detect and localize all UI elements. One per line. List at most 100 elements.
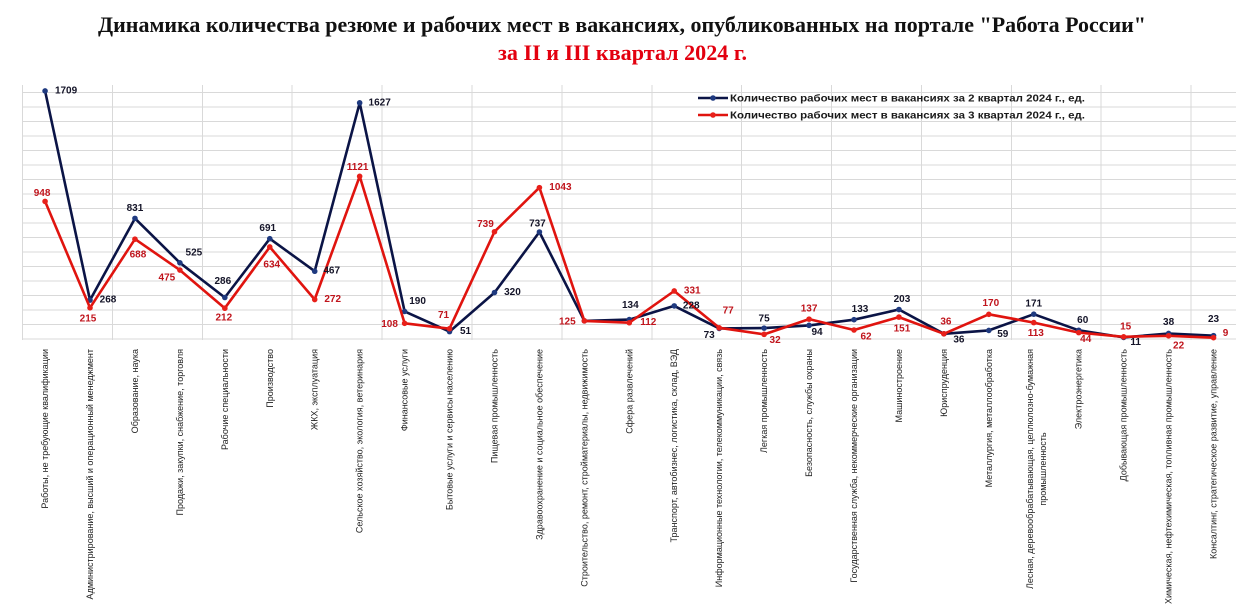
- category-label: Химическая, нефтехимическая, топливная п…: [1164, 349, 1174, 604]
- data-label-q2: 190: [409, 296, 426, 307]
- series-lines: [42, 88, 1217, 341]
- data-point-q3: [671, 288, 678, 294]
- category-label: Финансовые услуги: [400, 349, 410, 431]
- chart-subtitle: за II и III квартал 2024 г.: [498, 40, 747, 65]
- data-point-q3: [851, 327, 857, 333]
- data-point-q3: [896, 314, 902, 320]
- category-label-text: Сельское хозяйство, экология, ветеринари…: [355, 349, 365, 533]
- category-label-text: Электроэнергетика: [1074, 349, 1084, 429]
- data-label-q3: 1121: [347, 162, 369, 173]
- data-label-q3: 170: [982, 298, 999, 309]
- data-label-q3: 125: [559, 316, 576, 327]
- data-point-q3: [266, 244, 273, 250]
- data-label-q2: 320: [504, 287, 521, 298]
- data-point-q3: [132, 236, 138, 242]
- category-label-text: Продажи, закупки, снабжение, торговля: [175, 349, 185, 516]
- category-label: Работы, не требующие квалификации: [40, 349, 50, 509]
- data-label-q2: 1627: [369, 97, 392, 108]
- data-label-q3: 113: [1028, 328, 1045, 339]
- data-label-q2: 38: [1163, 317, 1175, 328]
- category-label: Пищевая промышленность: [490, 349, 500, 463]
- data-point-q3: [941, 330, 947, 337]
- legend-marker-q2: [710, 95, 716, 101]
- data-point-q2: [986, 327, 992, 334]
- category-label-text: Здравоохранение и социальное обеспечение: [534, 349, 544, 540]
- data-label-q2: 737: [529, 219, 546, 230]
- legend-item-q2: Количество рабочих мест в вакансиях за 2…: [698, 93, 1085, 105]
- series-q3: [42, 173, 1217, 341]
- data-label-q3: 1043: [549, 182, 572, 193]
- data-label-q2: 36: [953, 334, 965, 345]
- data-point-q2: [896, 306, 902, 313]
- data-label-q3: 62: [860, 332, 872, 343]
- data-label-q3: 212: [215, 313, 232, 324]
- legend-marker-q3: [710, 112, 716, 118]
- data-label-q2: 133: [852, 304, 869, 315]
- data-point-q2: [851, 316, 857, 323]
- legend-label-q3: Количество рабочих мест в вакансиях за 3…: [730, 110, 1085, 122]
- data-point-q3: [356, 173, 363, 180]
- data-label-q3: 22: [1173, 340, 1185, 351]
- data-label-q3: 77: [723, 305, 735, 316]
- data-label-q2: 467: [323, 266, 340, 277]
- category-label: Металлургия, металлообработка: [984, 349, 994, 487]
- data-label-q2: 525: [186, 247, 203, 258]
- gridlines: [22, 85, 1236, 340]
- data-point-q2: [177, 260, 183, 266]
- data-label-q3: 739: [477, 219, 494, 230]
- legend-item-q3: Количество рабочих мест в вакансиях за 3…: [698, 110, 1085, 122]
- data-label-q3: 71: [438, 310, 450, 321]
- data-point-q3: [626, 319, 633, 326]
- category-label: Машиностроение: [894, 349, 904, 422]
- data-point-q3: [87, 304, 93, 311]
- category-label: Лесная, деревообрабатывающая, целлюлозно…: [1025, 349, 1048, 589]
- data-point-q3: [1030, 319, 1037, 326]
- data-label-q3: 9: [1223, 328, 1229, 339]
- data-label-q2: 75: [759, 314, 771, 325]
- category-label: Государственная служба, некоммерческие о…: [849, 349, 859, 583]
- data-point-q3: [311, 296, 318, 303]
- category-label-text: Лесная, деревообрабатывающая, целлюлозно…: [1025, 349, 1048, 589]
- data-point-q2: [1030, 311, 1037, 317]
- category-label-text: Юриспруденция: [939, 349, 949, 417]
- data-label-q2: 171: [1025, 299, 1042, 310]
- data-point-q3: [491, 228, 498, 235]
- data-labels: 1709268831525286691467162719051320737134…: [34, 85, 1229, 351]
- category-label-text: Производство: [265, 349, 275, 408]
- data-label-q3: 272: [324, 294, 341, 305]
- category-label: Юриспруденция: [939, 349, 949, 417]
- category-label-text: Финансовые услуги: [400, 349, 410, 431]
- data-label-q3: 331: [684, 285, 701, 296]
- category-label-text: Рабочие специальности: [220, 349, 230, 450]
- category-label: Безопасность, службы охраны: [804, 349, 814, 477]
- category-label: Рабочие специальности: [220, 349, 230, 450]
- data-label-q2: 23: [1208, 314, 1220, 325]
- category-label: Информационные технологии, телекоммуника…: [714, 349, 724, 587]
- data-point-q2: [42, 88, 48, 94]
- data-label-q2: 691: [259, 223, 276, 234]
- category-label: Легкая промышленность: [759, 349, 769, 453]
- data-point-q3: [716, 325, 722, 331]
- category-label: Электроэнергетика: [1074, 349, 1084, 429]
- data-point-q2: [356, 100, 363, 106]
- data-point-q2: [311, 268, 318, 275]
- category-label: Производство: [265, 349, 275, 408]
- data-label-q3: 475: [159, 273, 176, 284]
- data-label-q2: 11: [1130, 337, 1141, 348]
- data-point-q3: [42, 198, 48, 205]
- data-point-q3: [222, 305, 228, 312]
- category-label: Строительство, ремонт, стройматериалы, н…: [579, 349, 589, 587]
- category-label-text: Металлургия, металлообработка: [984, 349, 994, 487]
- data-label-q3: 215: [80, 313, 97, 324]
- category-label-text: Государственная служба, некоммерческие о…: [849, 349, 859, 583]
- category-label: Консалтинг, стратегическое развитие, упр…: [1209, 349, 1219, 559]
- data-label-q2: 203: [894, 294, 911, 305]
- data-label-q3: 948: [34, 188, 51, 199]
- data-point-q3: [1120, 334, 1127, 340]
- data-label-q2: 286: [214, 276, 231, 287]
- category-label-text: Транспорт, автобизнес, логистика, склад,…: [669, 349, 679, 542]
- legend: Количество рабочих мест в вакансиях за 2…: [698, 93, 1085, 122]
- chart-title: Динамика количества резюме и рабочих мес…: [98, 12, 1146, 37]
- category-label-text: Консалтинг, стратегическое развитие, упр…: [1209, 349, 1219, 559]
